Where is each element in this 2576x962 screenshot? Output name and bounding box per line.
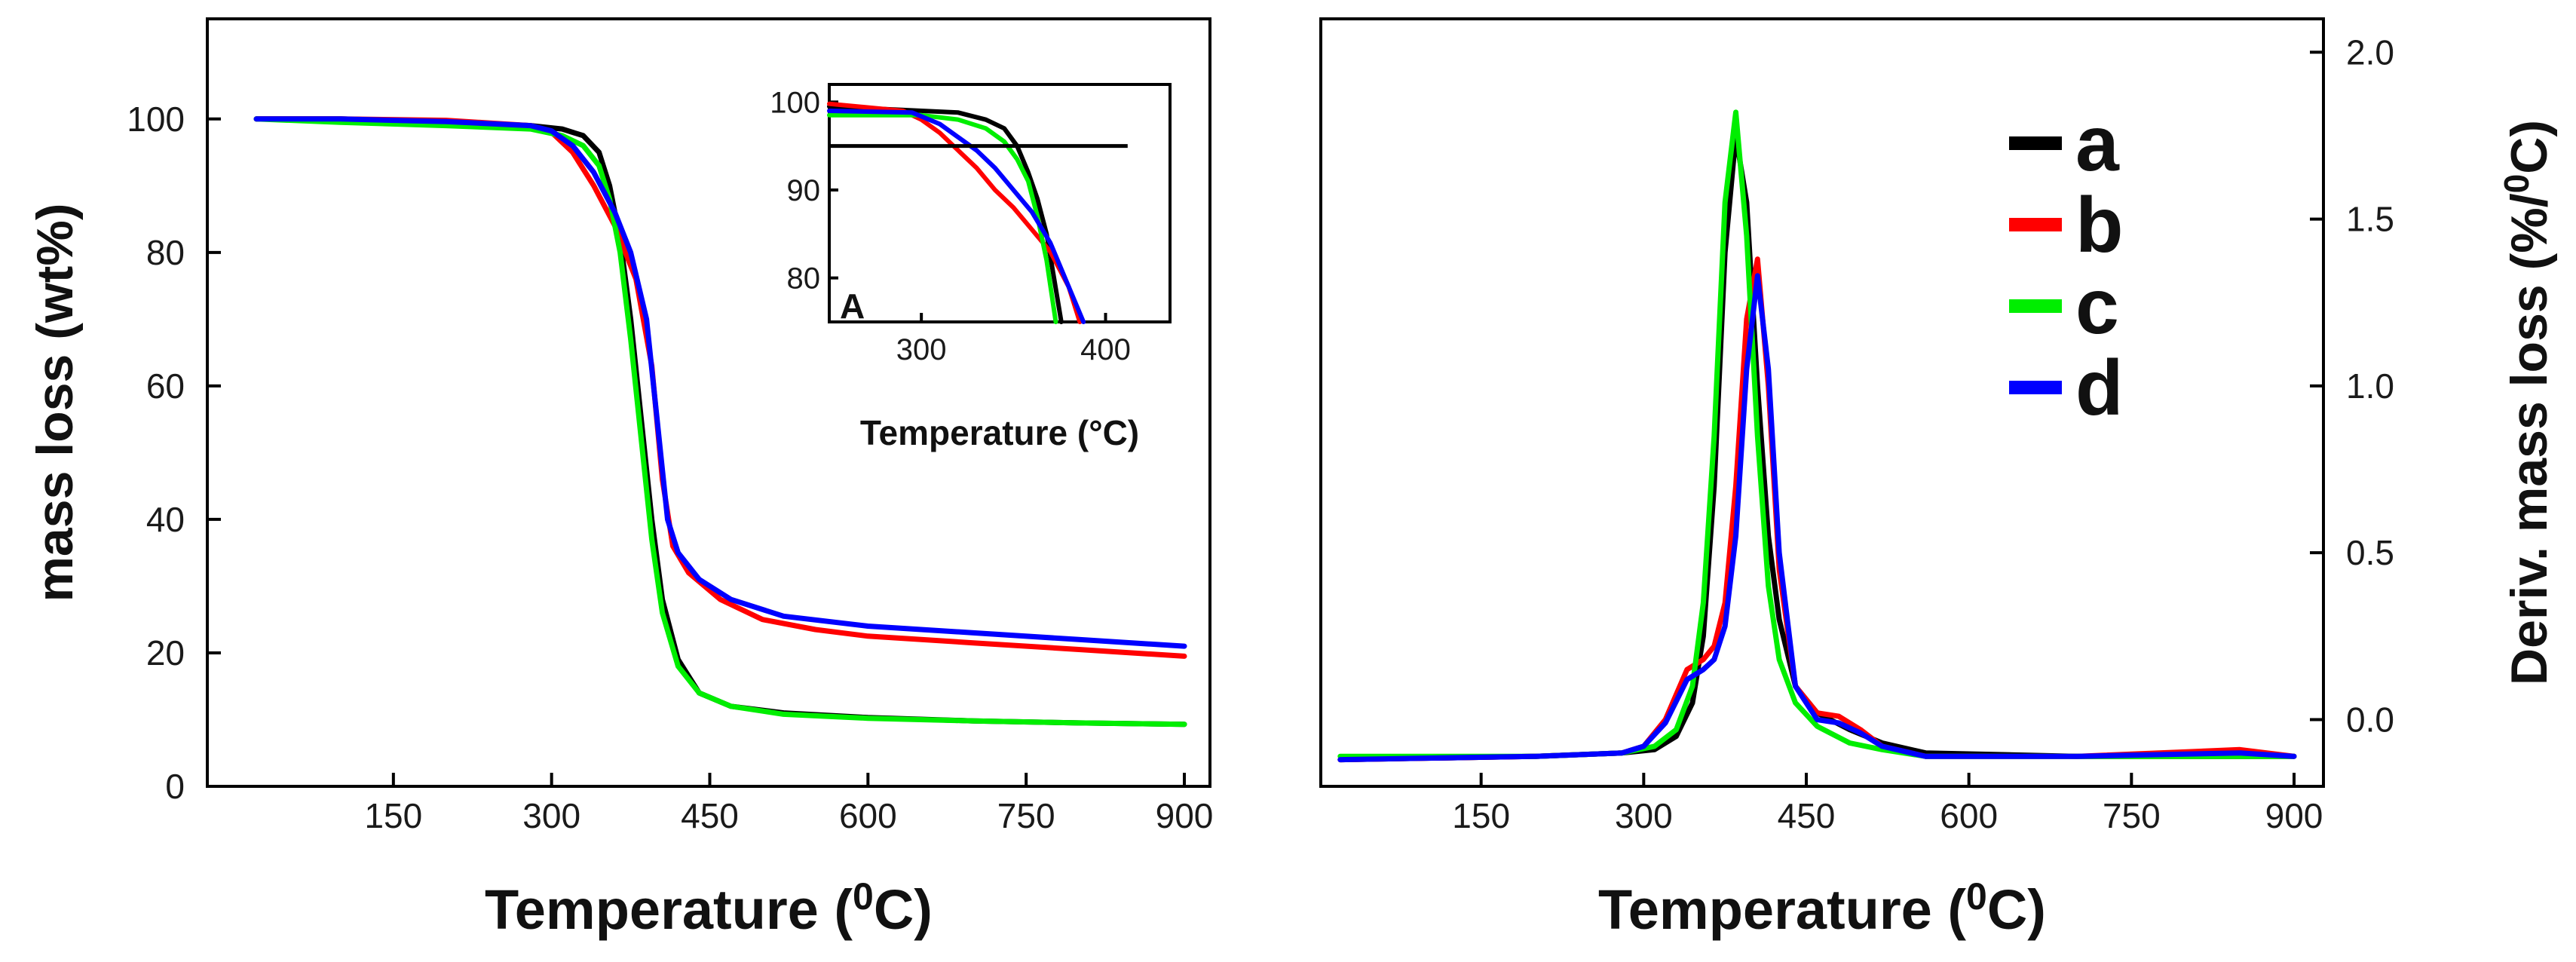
tga-xtick-label: 300 [522, 796, 580, 835]
tga-ytick-label: 80 [146, 233, 185, 272]
inset-series-b [827, 101, 1083, 324]
dtg-ytick-label: 1.0 [2346, 366, 2394, 406]
dtg-series-c [1337, 109, 2297, 759]
inset-ytick-label: 90 [787, 174, 821, 207]
dtg-xtick-label: 900 [2265, 796, 2323, 835]
tga-series-d [253, 116, 1187, 649]
dtg-xtick-label: 600 [1940, 796, 1998, 835]
dtg-ticks: 150 300 450 600 750 900 0.0 0.5 1.0 1.5 2.0 [1452, 32, 2394, 835]
tga-xtick-label: 900 [1156, 796, 1214, 835]
inset-panel-label: A [840, 286, 865, 326]
inset-xtick-label: 300 [896, 333, 947, 366]
inset-ticks: 300 400 80 90 100 [770, 86, 1131, 366]
legend-label-c: c [2075, 263, 2119, 351]
tga-series-group [253, 116, 1187, 728]
dtg-xtick-label: 750 [2103, 796, 2161, 835]
inset-plot-frame [828, 83, 1172, 323]
legend-label-b: b [2075, 182, 2124, 269]
tga-ytick-label: 40 [146, 500, 185, 539]
tga-xlabel: Temperature (0C) [485, 875, 933, 941]
dtg-ytick-label: 1.5 [2346, 200, 2394, 239]
dtg-plot-frame [1319, 17, 2325, 788]
dtg-ytick-label: 2.0 [2346, 32, 2394, 72]
tga-panel: 150 300 450 600 750 900 0 20 40 60 80 100 Temperatu… [26, 17, 1213, 941]
dtg-xtick-label: 450 [1778, 796, 1836, 835]
inset-panel: 300 400 80 90 100 A Temperature (°C) [770, 83, 1172, 452]
dtg-panel: 150 300 450 600 750 900 0.0 0.5 1.0 1.5 2.0 Temper… [1319, 17, 2558, 941]
inset-series-d [827, 109, 1086, 324]
dtg-ylabel: Deriv. mass loss (%/0C) [2497, 120, 2558, 685]
dtg-ytick-label: 0.0 [2346, 700, 2394, 739]
dtg-series-b [1337, 256, 2297, 763]
tga-ylabel: mass loss (wt%) [26, 203, 84, 602]
inset-xlabel: Temperature (°C) [860, 413, 1139, 452]
tga-xtick-label: 150 [364, 796, 422, 835]
tga-ytick-label: 0 [165, 767, 185, 806]
tga-xtick-label: 450 [681, 796, 739, 835]
dtg-xtick-label: 150 [1452, 796, 1510, 835]
tga-xtick-label: 600 [839, 796, 897, 835]
dtg-xtick-label: 300 [1615, 796, 1673, 835]
inset-series-c [827, 112, 1058, 324]
dtg-series-d [1337, 273, 2297, 763]
dtg-series-group [1337, 109, 2297, 763]
legend-label-a: a [2075, 100, 2120, 188]
dtg-series-a [1337, 133, 2297, 763]
tga-series-c [253, 116, 1187, 728]
tga-ytick-label: 100 [127, 100, 185, 139]
tga-xtick-label: 750 [997, 796, 1055, 835]
inset-ytick-label: 80 [787, 262, 821, 296]
dtg-ytick-label: 0.5 [2346, 533, 2394, 572]
inset-xtick-label: 400 [1080, 333, 1131, 366]
tga-ytick-label: 60 [146, 366, 185, 406]
dtg-xlabel: Temperature (0C) [1598, 875, 2046, 941]
legend-label-d: d [2075, 345, 2124, 432]
inset-ytick-label: 100 [770, 86, 820, 119]
tga-ytick-label: 20 [146, 633, 185, 672]
tga-ticks: 150 300 450 600 750 900 0 20 40 60 80 100 [127, 100, 1213, 835]
